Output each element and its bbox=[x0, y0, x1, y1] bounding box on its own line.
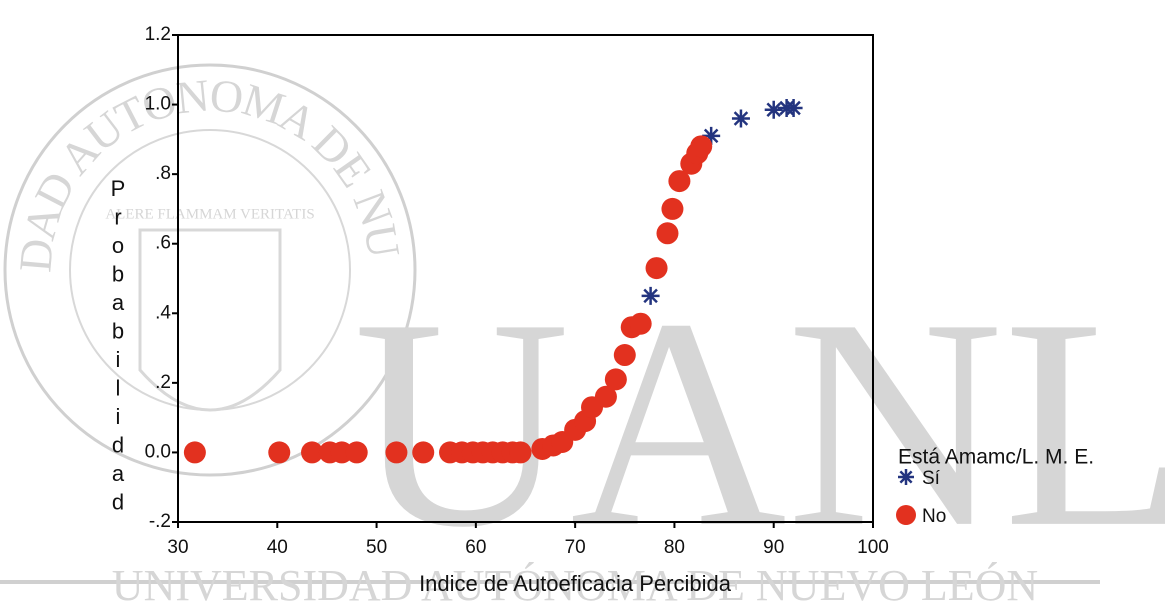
plot-frame bbox=[177, 34, 874, 523]
point bbox=[412, 441, 435, 464]
seal-shield bbox=[138, 228, 282, 412]
point bbox=[656, 222, 679, 245]
legend-marker bbox=[898, 469, 914, 485]
point bbox=[702, 126, 721, 145]
point bbox=[183, 441, 206, 464]
point bbox=[629, 312, 652, 335]
legend-label: No bbox=[922, 506, 946, 527]
point bbox=[509, 441, 532, 464]
seal-ring bbox=[3, 63, 417, 477]
x-tick-label: 40 bbox=[267, 537, 288, 558]
seal-text: UNIVERSIDAD AUTONOMA DE NUEVO LEON bbox=[0, 0, 410, 274]
point bbox=[731, 109, 750, 128]
point bbox=[613, 344, 636, 367]
x-tick-label: 30 bbox=[167, 537, 188, 558]
y-tick-label: -.2 bbox=[149, 511, 171, 532]
y-tick-label: .4 bbox=[155, 302, 171, 323]
x-tick-label: 70 bbox=[565, 537, 586, 558]
point bbox=[385, 441, 408, 464]
y-tick-label: 1.2 bbox=[145, 24, 171, 45]
y-tick-label: .2 bbox=[155, 372, 171, 393]
x-tick-label: 90 bbox=[763, 537, 784, 558]
point bbox=[301, 441, 324, 464]
x-axis-label: Indice de Autoeficacia Percibida bbox=[419, 571, 732, 596]
watermark-university: UNIVERSIDAD AUTÓNOMA DE NUEVO LEÓN bbox=[112, 561, 1038, 610]
point bbox=[268, 441, 291, 464]
point bbox=[641, 286, 660, 305]
x-tick-label: 100 bbox=[857, 537, 889, 558]
y-tick-label: 1.0 bbox=[145, 94, 171, 115]
watermark-rule bbox=[0, 580, 1100, 584]
point bbox=[668, 170, 691, 193]
seal-motto: ALERE FLAMMAM VERITATIS bbox=[105, 206, 314, 222]
watermark-letters: UANL bbox=[353, 257, 1165, 589]
seal-text-path: UNIVERSIDAD AUTONOMA DE NUEVO LEON bbox=[0, 0, 410, 274]
y-tick-label: 0.0 bbox=[145, 441, 171, 462]
legend-title: Está Amamc/L. M. E. bbox=[898, 446, 1094, 469]
point bbox=[345, 441, 368, 464]
y-tick-label: .8 bbox=[155, 163, 171, 184]
point bbox=[604, 368, 627, 391]
x-tick-label: 60 bbox=[465, 537, 486, 558]
point bbox=[661, 197, 684, 220]
point bbox=[594, 385, 617, 408]
x-tick-label: 80 bbox=[664, 537, 685, 558]
point bbox=[764, 100, 783, 119]
point bbox=[784, 99, 803, 118]
point bbox=[645, 257, 668, 280]
y-tick-label: .6 bbox=[155, 233, 171, 254]
legend-marker bbox=[896, 505, 916, 525]
legend-label: Sí bbox=[922, 468, 941, 489]
point bbox=[690, 135, 713, 158]
x-tick-label: 50 bbox=[366, 537, 387, 558]
